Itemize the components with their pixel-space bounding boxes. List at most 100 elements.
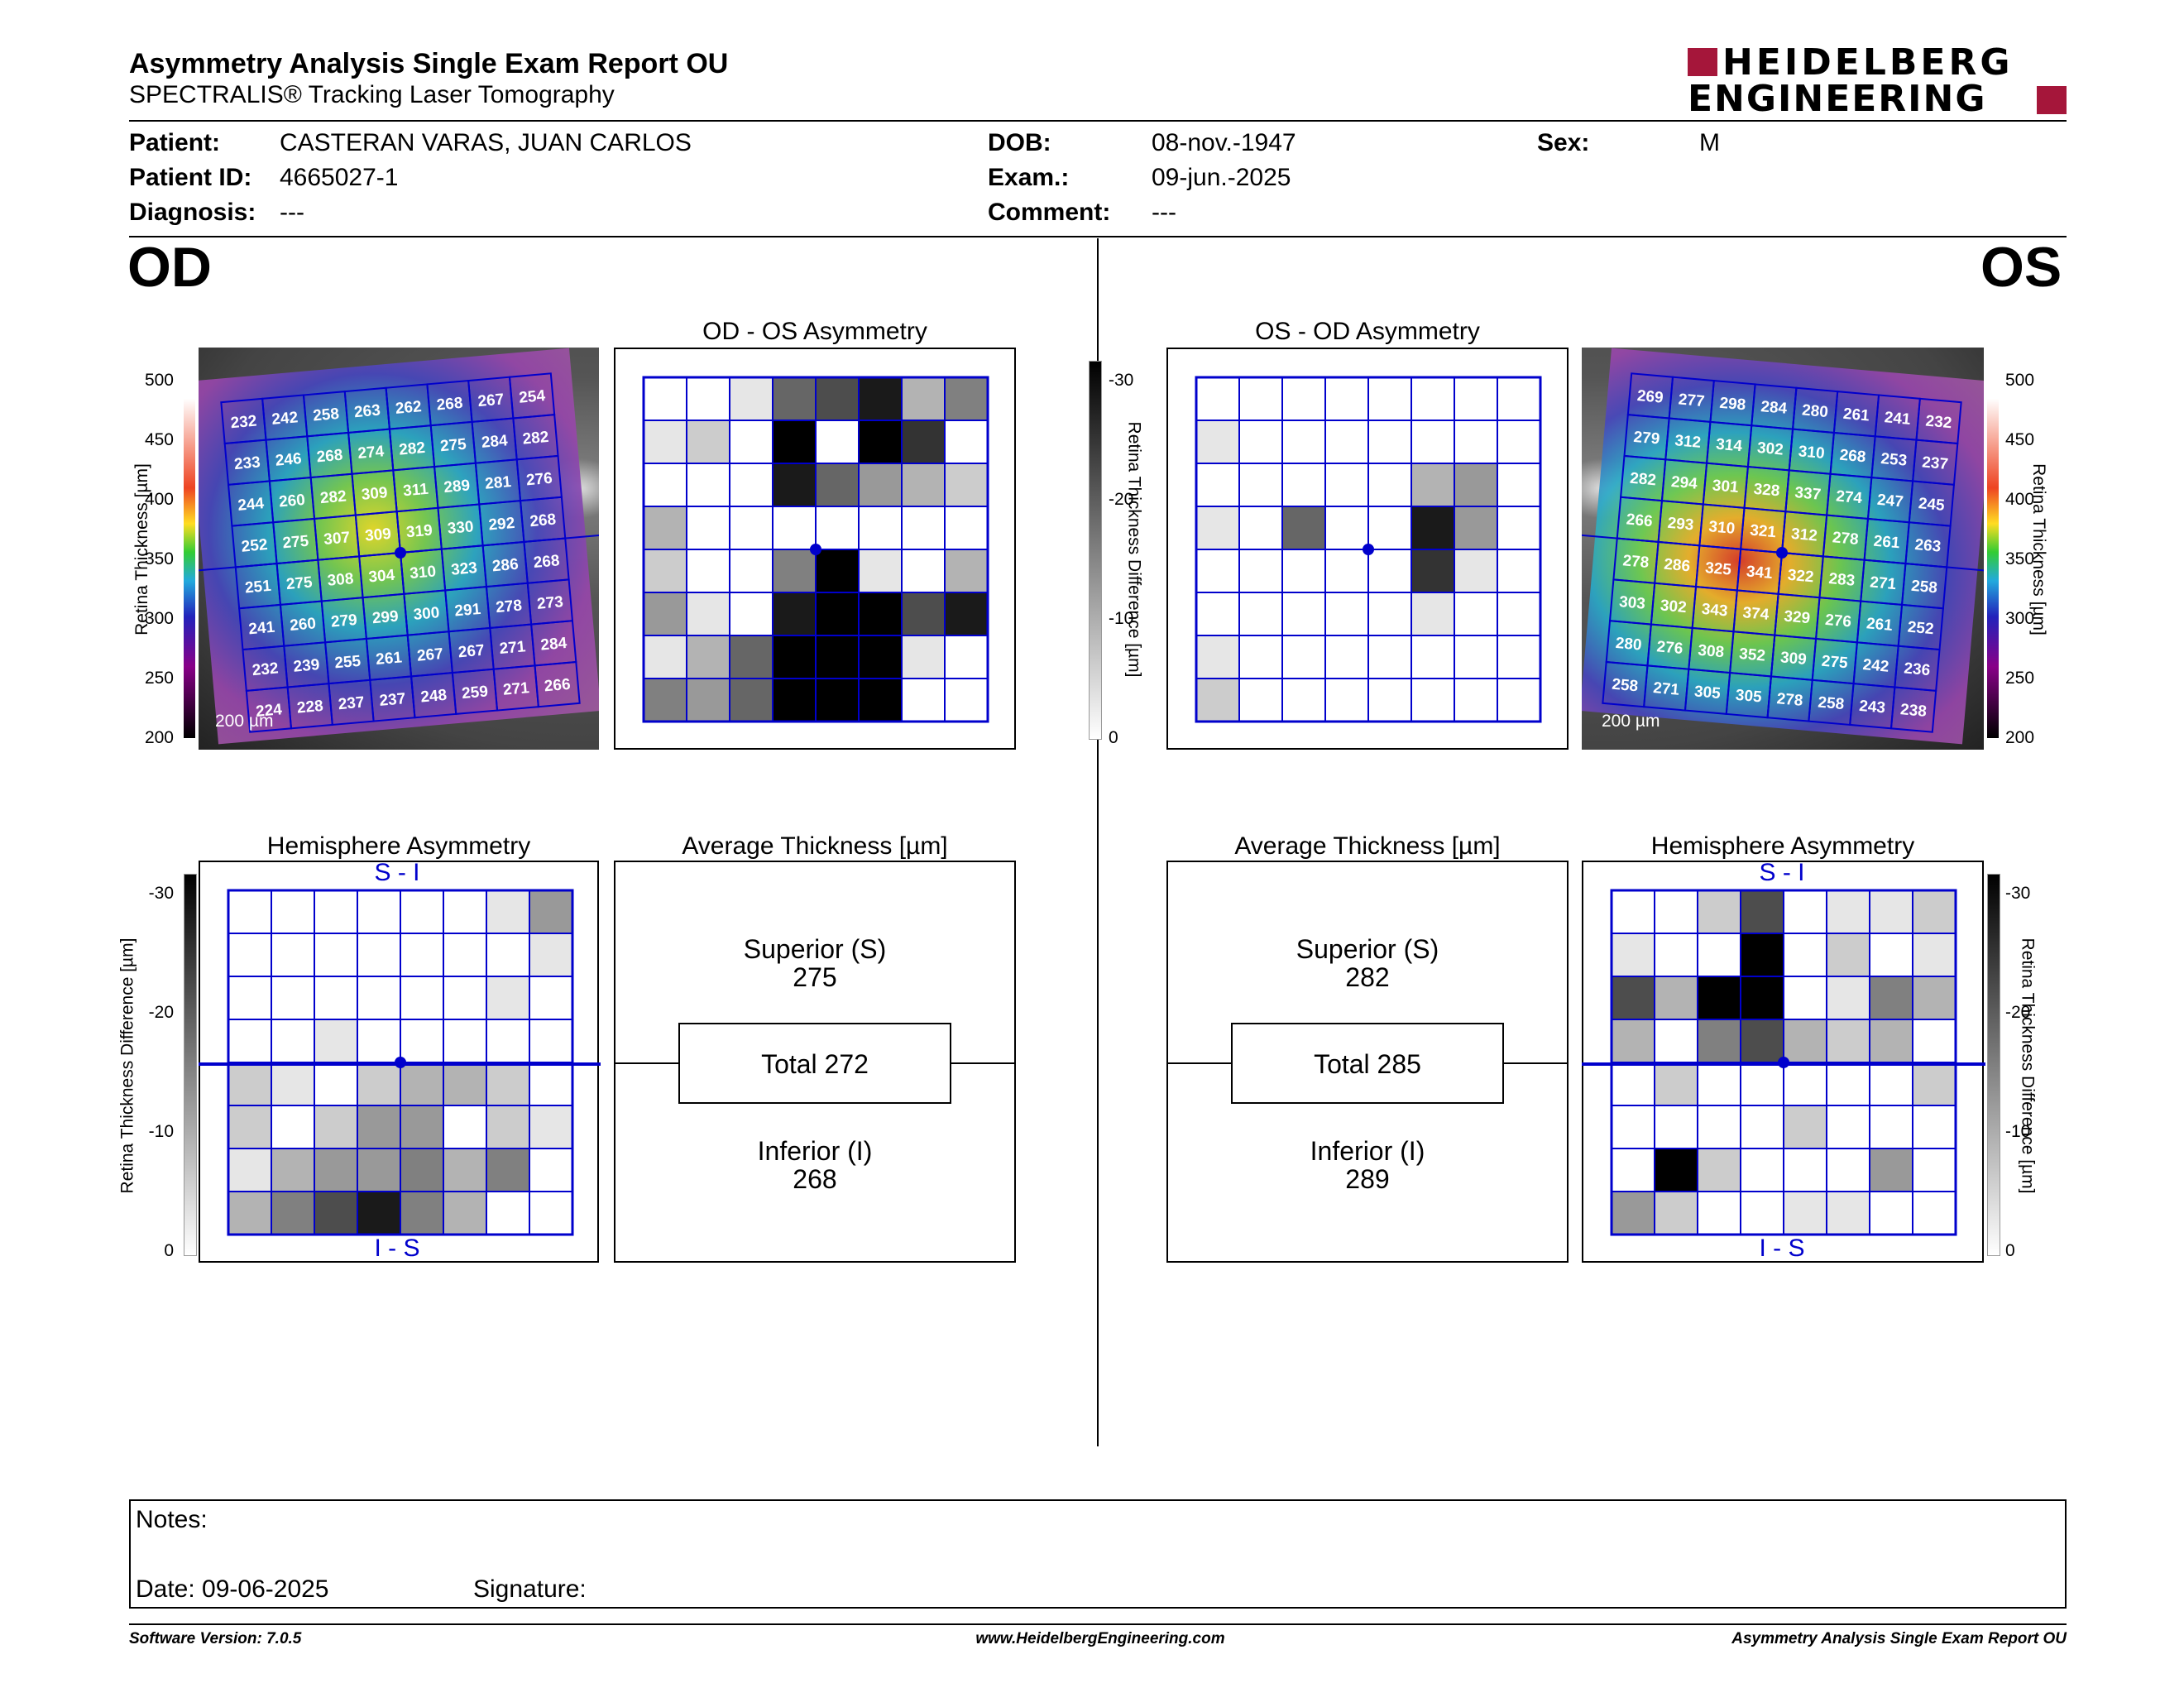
os-asym-cell [1367,678,1412,722]
os-scale-label: 200 µm [1602,712,1660,731]
os-asym-grid [1195,376,1542,723]
os-asym-cell [1324,463,1369,507]
os-thickness-value: 305 [1693,683,1722,703]
os-hemi-grid [1610,889,1957,1236]
os-thickness-axis-label: Retina Thickness [µm] [2028,463,2048,635]
os-asym-cell [1497,635,1541,679]
os-asym-cell [1238,678,1283,722]
fovea-center-dot [810,544,821,555]
os-thickness-value: 308 [1698,642,1725,662]
os-thickness-value: 329 [1784,608,1811,628]
os-hemi-cell [1869,1191,1913,1235]
fovea-center-dot [1776,547,1788,559]
od-hemi-cell [529,890,573,934]
od-hemi-cell [314,1062,358,1106]
os-hemi-cell [1654,933,1698,977]
od-thickness-value: 310 [410,563,437,583]
os-thickness-value: 284 [1760,398,1789,418]
od-hemi-cell [443,1062,487,1106]
od-inferior-value: 268 [793,1164,837,1194]
os-thickness-value: 237 [1921,453,1948,473]
os-hemi-cell [1869,1019,1913,1063]
header-divider [129,120,2067,122]
od-hemi-cell [529,1062,573,1106]
logo-red-block-1 [1688,48,1717,76]
od-hemi-cell [228,976,272,1020]
od-thickness-tick: 200 [144,728,174,747]
patient-name: CASTERAN VARAS, JUAN CARLOS [280,129,692,156]
os-hemi-cell [1611,1105,1655,1149]
od-thickness-value: 307 [323,529,351,549]
os-asym-cell [1195,678,1240,722]
od-asym-cell [643,549,687,593]
os-hemi-cell [1611,1191,1655,1235]
od-hemi-cell [529,933,573,977]
os-asym-cell [1324,549,1369,593]
od-asym-cell [772,592,817,636]
od-hemi-bottom-label: I - S [374,1235,420,1262]
od-thickness-value: 275 [282,533,310,553]
od-asym-cell [729,592,774,636]
os-hemi-cell [1783,1105,1827,1149]
report-title: Asymmetry Analysis Single Exam Report OU [129,48,729,79]
os-hemi-cell [1783,1191,1827,1235]
od-asym-cell [772,376,817,421]
os-thickness-value: 283 [1828,570,1856,590]
os-asym-cell [1454,549,1498,593]
od-hemi-cell [314,890,358,934]
od-hemi-panel [199,861,601,1263]
os-asym-cell [1454,635,1498,679]
os-eye-label: OS [1980,236,2062,299]
od-asym-cell [944,506,989,550]
os-hemi-cell [1611,890,1655,934]
os-hemi-cell [1826,1105,1870,1149]
od-asym-cell [858,549,903,593]
footer-website[interactable]: www.HeidelbergEngineering.com [975,1630,1225,1647]
od-thickness-value: 268 [316,447,343,467]
os-hemi-cell [1697,1191,1741,1235]
od-thickness-value: 258 [312,405,339,425]
os-thickness-value: 280 [1801,401,1828,421]
os-thickness-value: 280 [1615,635,1642,655]
od-asym-cell [858,592,903,636]
od-hemi-cell [314,1105,358,1149]
od-hemi-cell [529,1148,573,1192]
od-asym-cell [944,635,989,679]
od-hemi-cell [529,1191,573,1235]
footer-software-version: Software Version: 7.0.5 [129,1630,302,1647]
os-hemi-cell [1912,1105,1956,1149]
od-thickness-tick: 400 [144,490,174,509]
od-thickness-tick: 350 [144,549,174,568]
od-thickness-value: 232 [251,659,279,679]
od-thickness-value: 275 [439,436,467,456]
os-hemi-diff-tick: -30 [2005,884,2031,903]
os-thickness-value: 247 [1876,492,1904,511]
os-hemi-cell [1783,1148,1827,1192]
os-thickness-value: 258 [1612,676,1639,696]
os-thickness-value: 258 [1910,578,1937,597]
notes-box[interactable]: Notes: Date: 09-06-2025 Signature: [129,1499,2067,1609]
od-thickness-tick: 250 [144,669,174,688]
os-thickness-value: 277 [1678,391,1705,410]
os-hemi-cell [1826,1191,1870,1235]
od-asym-cell [643,420,687,464]
os-thickness-value: 261 [1866,615,1894,635]
os-hemi-panel [1582,861,1985,1263]
od-thickness-tick: 500 [144,371,174,390]
od-thickness-value: 267 [416,645,443,665]
od-thickness-value: 275 [285,573,314,593]
os-asym-cell [1195,592,1240,636]
os-asym-cell [1367,420,1412,464]
od-asym-cell [815,420,860,464]
diagnosis-label: Diagnosis: [129,199,256,226]
od-thickness-value: 246 [275,450,302,470]
od-asym-cell [944,420,989,464]
od-thickness-value: 260 [278,492,305,511]
os-hemi-cell [1654,976,1698,1020]
os-hemi-cell [1869,1148,1913,1192]
od-thickness-tick: 300 [144,609,174,628]
od-hemi-cell [314,1148,358,1192]
os-hemi-cell [1740,1019,1784,1063]
os-hemi-cell [1826,1062,1870,1106]
os-thickness-value: 286 [1663,556,1690,576]
